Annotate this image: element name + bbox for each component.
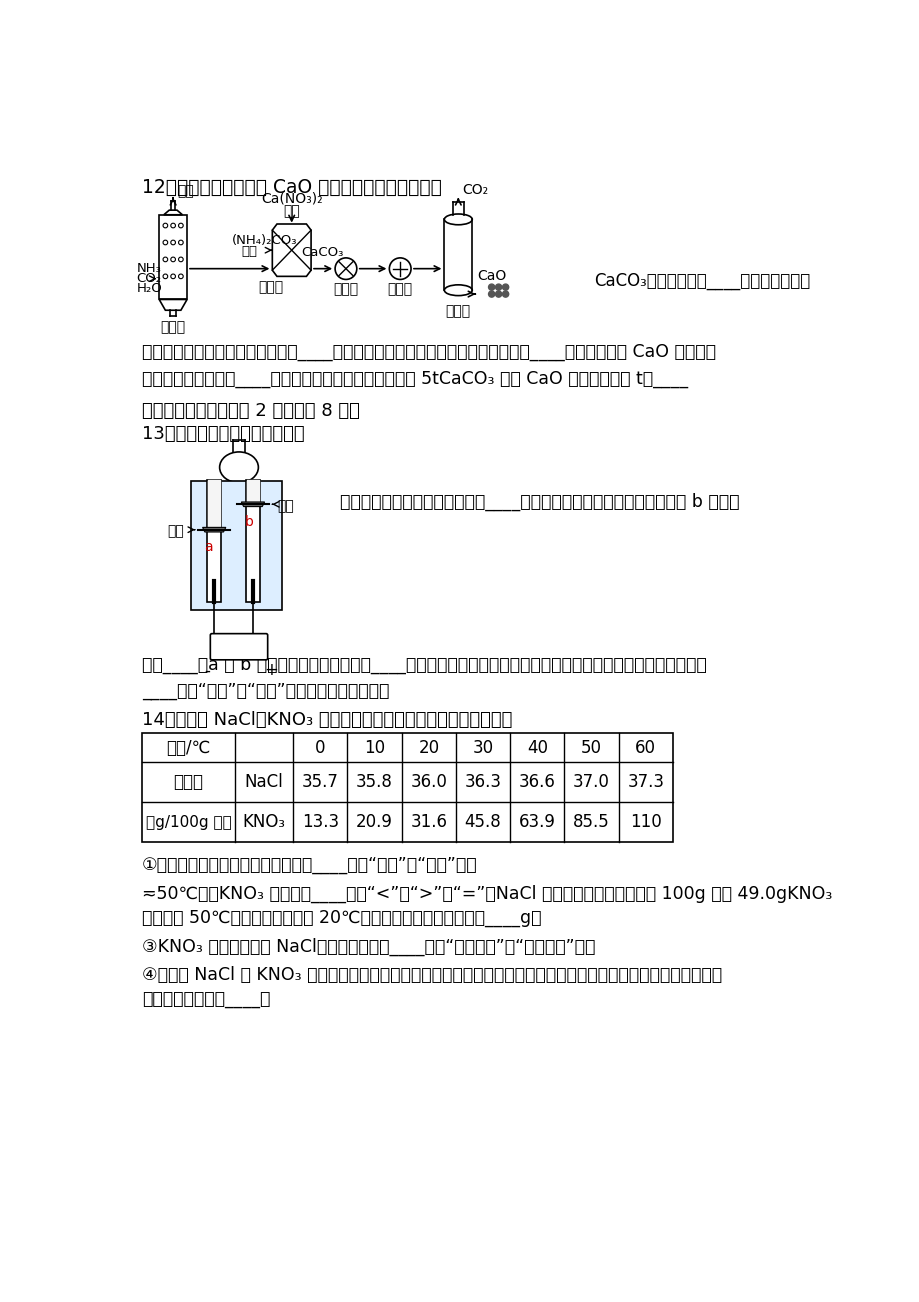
Circle shape [502, 284, 508, 290]
Text: CaCO₃物质类别属于____反应釜中的反应: CaCO₃物质类别属于____反应釜中的反应 [594, 272, 810, 290]
Text: 四、简答题（本大题共 2 小题，共 8 分）: 四、简答题（本大题共 2 小题，共 8 分） [142, 402, 359, 419]
Text: 63.9: 63.9 [518, 814, 555, 831]
Polygon shape [272, 224, 311, 276]
Text: CaCO₃: CaCO₃ [301, 246, 344, 259]
Text: 36.0: 36.0 [410, 773, 447, 792]
Text: 体是____，a 和 b 中产生气体的质量比约为____。生活中，人们常用肥皂水检验水样品是硬水还是软水，肥皂水遇: 体是____，a 和 b 中产生气体的质量比约为____。生活中，人们常用肥皂水… [142, 656, 706, 674]
Circle shape [488, 284, 494, 290]
Polygon shape [241, 503, 265, 506]
Circle shape [495, 284, 501, 290]
Text: 反应釜: 反应釜 [258, 280, 283, 294]
Text: -: - [204, 661, 210, 680]
Text: H₂O: H₂O [137, 283, 163, 296]
Ellipse shape [444, 285, 471, 296]
Text: ④要比较 NaCl 和 KNO₃ 在水中的溶解性强弱，测定的数据可以是：相同温度下，等质量的溶质完全溶解达到饱和时: ④要比较 NaCl 和 KNO₃ 在水中的溶解性强弱，测定的数据可以是：相同温度… [142, 966, 721, 984]
Text: 12．工业上制造高纯度 CaO 的主要流程示意图如下：: 12．工业上制造高纯度 CaO 的主要流程示意图如下： [142, 178, 441, 197]
Text: 37.0: 37.0 [573, 773, 609, 792]
Circle shape [495, 290, 501, 297]
Text: 60: 60 [635, 738, 655, 756]
Text: 气体: 气体 [176, 185, 194, 199]
Text: 85.5: 85.5 [573, 814, 609, 831]
Text: +: + [264, 661, 278, 680]
Text: CO₂: CO₂ [461, 184, 488, 197]
Polygon shape [191, 482, 282, 609]
Text: b: b [244, 516, 254, 529]
Text: 溶液: 溶液 [283, 204, 300, 217]
Circle shape [389, 258, 411, 280]
Text: 固体配成 50℃的溶液，再冷却到 20℃，烧杯中析出固体的质量为____g。: 固体配成 50℃的溶液，再冷却到 20℃，烧杯中析出固体的质量为____g。 [142, 909, 541, 927]
Text: 所需水的质量；或____。: 所需水的质量；或____。 [142, 991, 270, 1009]
Ellipse shape [220, 452, 258, 483]
Text: （g/100g 水）: （g/100g 水） [145, 815, 232, 829]
Text: ____（填“硬水”或“软水”）泡沫少、易起浮渣。: ____（填“硬水”或“软水”）泡沫少、易起浮渣。 [142, 682, 389, 700]
Text: CaO: CaO [476, 270, 505, 284]
Text: (NH₄)₂CO₃: (NH₄)₂CO₃ [232, 234, 297, 247]
Text: 过滤器: 过滤器 [333, 283, 358, 297]
Text: 入干燥器，其原因是____（用化学方程式表示）。理论上 5tCaCO₃ 制出 CaO 的质量是多少 t？____: 入干燥器，其原因是____（用化学方程式表示）。理论上 5tCaCO₃ 制出 C… [142, 370, 687, 388]
Text: 10: 10 [364, 738, 385, 756]
Text: 活塞: 活塞 [277, 499, 293, 513]
Text: 35.7: 35.7 [301, 773, 338, 792]
Circle shape [488, 290, 494, 297]
Text: CO₂: CO₂ [137, 272, 162, 285]
Text: 35.8: 35.8 [356, 773, 392, 792]
Text: Ca(NO₃)₂: Ca(NO₃)₂ [261, 191, 323, 206]
Ellipse shape [444, 214, 471, 225]
Text: 溶液: 溶液 [241, 245, 257, 258]
Polygon shape [202, 527, 225, 533]
Text: 14．下表是 NaCl、KNO₃ 在不同温度时的溶解度，根据数据回答。: 14．下表是 NaCl、KNO₃ 在不同温度时的溶解度，根据数据回答。 [142, 711, 512, 729]
Circle shape [335, 258, 357, 280]
Text: 温度/℃: 温度/℃ [166, 738, 210, 756]
Text: 0: 0 [315, 738, 325, 756]
Text: 13.3: 13.3 [301, 814, 338, 831]
Text: 20.9: 20.9 [356, 814, 392, 831]
Text: 36.6: 36.6 [518, 773, 555, 792]
Polygon shape [207, 479, 221, 602]
Text: 110: 110 [630, 814, 661, 831]
FancyBboxPatch shape [210, 634, 267, 660]
Text: 40: 40 [527, 738, 548, 756]
Text: 45.8: 45.8 [464, 814, 501, 831]
Text: ③KNO₃ 中混有少量的 NaCl，提纯的方法是____（填“降温结晶”或“蜗发结晶”）。: ③KNO₃ 中混有少量的 NaCl，提纯的方法是____（填“降温结晶”或“蜗发… [142, 937, 595, 956]
Text: 属于复分解反应，其化学方程式是____。碳酸钓进入焙烧炉前，先要粉碎的目的是____，最后取出的 CaO 要立即放: 属于复分解反应，其化学方程式是____。碳酸钓进入焙烧炉前，先要粉碎的目的是__… [142, 344, 715, 362]
Text: 焙烧炉: 焙烧炉 [446, 305, 471, 318]
Text: 30: 30 [472, 738, 494, 756]
Text: NH₃: NH₃ [137, 262, 162, 275]
Bar [142, 733, 673, 842]
Polygon shape [164, 210, 182, 215]
Polygon shape [245, 479, 260, 602]
Text: NaCl: NaCl [244, 773, 283, 792]
Text: ①氯化钓的溶解度受温度变化的影响____（填“很大”或“很小”）。: ①氯化钓的溶解度受温度变化的影响____（填“很大”或“很小”）。 [142, 857, 477, 874]
Text: ≂50℃时，KNO₃ 的溶解度____（填“<”、“>”或“=”）NaCl 的溶解度；向烧杯中加入 100g 水和 49.0gKNO₃: ≂50℃时，KNO₃ 的溶解度____（填“<”、“>”或“=”）NaCl 的溶… [142, 884, 832, 902]
Text: 50: 50 [581, 738, 601, 756]
Text: 36.3: 36.3 [464, 773, 501, 792]
Text: 活塞: 活塞 [167, 525, 184, 538]
Text: 13．水与人类的生活息息相关。: 13．水与人类的生活息息相关。 [142, 424, 304, 443]
Text: 31.6: 31.6 [410, 814, 447, 831]
Polygon shape [159, 299, 187, 310]
Text: 20: 20 [418, 738, 439, 756]
Text: 电源: 电源 [229, 639, 249, 658]
Text: 37.3: 37.3 [627, 773, 664, 792]
Text: 溶解度: 溶解度 [174, 773, 203, 792]
Text: 保持水的化学性质的最小粒子是____。上图是电解水实验的示意图，试管 b 中的气: 保持水的化学性质的最小粒子是____。上图是电解水实验的示意图，试管 b 中的气 [339, 492, 739, 510]
Text: a: a [203, 540, 212, 555]
Text: KNO₃: KNO₃ [242, 814, 285, 831]
Circle shape [502, 290, 508, 297]
Polygon shape [159, 215, 187, 299]
Text: 粉碎机: 粉碎机 [387, 283, 413, 297]
Text: 鼓泡塔: 鼓泡塔 [161, 320, 186, 335]
